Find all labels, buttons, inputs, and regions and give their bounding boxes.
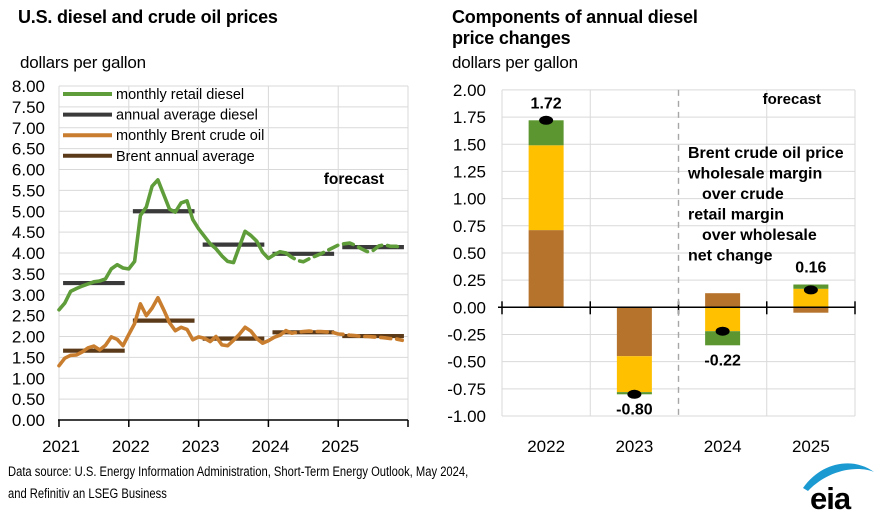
eia-logo-swoosh — [803, 463, 874, 491]
right-chart-title: Components of annual diesel price change… — [452, 7, 698, 49]
svg-text:2025: 2025 — [792, 437, 830, 456]
svg-text:2024: 2024 — [251, 437, 289, 456]
right-x-tick-labels: 2022 2023 2024 2025 — [527, 437, 830, 456]
svg-text:2022: 2022 — [112, 437, 150, 456]
legend-label: Brent annual average — [116, 149, 255, 165]
svg-text:3.00: 3.00 — [12, 286, 45, 305]
left-forecast-label: forecast — [324, 171, 384, 188]
left-line-chart: 0.00 0.50 1.00 1.502.00 2.50 3.00 3.50 4.00 4.50… — [12, 77, 409, 456]
net-change-dots — [539, 115, 818, 399]
svg-text:1.00: 1.00 — [12, 369, 45, 388]
svg-text:1.50: 1.50 — [453, 135, 486, 154]
left-chart-unit-label: dollars per gallon — [20, 53, 146, 72]
svg-text:2.50: 2.50 — [12, 307, 45, 326]
legend-line: retail margin — [688, 207, 784, 224]
series-monthly-retail-diesel — [57, 178, 405, 312]
eia-logo: eia — [803, 463, 874, 516]
svg-text:0.50: 0.50 — [453, 244, 486, 263]
left-x-tick-labels: 2021 2022 2023 2024 2025 — [42, 437, 359, 456]
right-chart-title-line1: Components of annual diesel — [452, 7, 698, 27]
right-stacked-bar-chart: 1.72 -0.80 -0.22 0.16 -1.00 -0.75 -0.50 -0.25 0.… — [447, 81, 856, 456]
svg-text:-0.75: -0.75 — [447, 380, 486, 399]
svg-text:1.50: 1.50 — [12, 348, 45, 367]
svg-text:-0.80: -0.80 — [616, 401, 653, 418]
svg-text:0.25: 0.25 — [453, 271, 486, 290]
svg-text:1.75: 1.75 — [453, 108, 486, 127]
right-legend: Brent crude oil price wholesale margin ove… — [687, 145, 844, 265]
data-source-line1: Data source: U.S. Energy Information Adm… — [8, 464, 469, 479]
left-gridlines — [58, 85, 409, 420]
legend-line: net change — [688, 248, 773, 265]
svg-text:2023: 2023 — [182, 437, 220, 456]
svg-text:1.72: 1.72 — [531, 95, 562, 112]
legend-label: monthly retail diesel — [116, 87, 244, 103]
left-y-tick-labels: 0.00 0.50 1.00 1.502.00 2.50 3.00 3.50 4.00 4.50… — [12, 77, 45, 430]
svg-text:4.00: 4.00 — [12, 244, 45, 263]
data-source-note: Data source: U.S. Energy Information Adm… — [8, 461, 468, 505]
svg-text:2021: 2021 — [42, 437, 80, 456]
svg-text:0.00: 0.00 — [12, 411, 45, 430]
eia-logo-text: eia — [810, 481, 852, 516]
svg-text:-0.25: -0.25 — [447, 325, 486, 344]
svg-text:6.50: 6.50 — [12, 140, 45, 159]
svg-text:5.00: 5.00 — [12, 202, 45, 221]
right-chart-unit-label: dollars per gallon — [452, 53, 578, 72]
series-monthly-Brent-crude-oil — [57, 295, 405, 368]
left-x-axis — [58, 419, 409, 427]
data-source-line2: and Refinitiv an LSEG Business — [8, 486, 167, 501]
left-chart-title: U.S. diesel and crude oil prices — [18, 7, 278, 27]
svg-text:1.25: 1.25 — [453, 162, 486, 181]
svg-text:2024: 2024 — [704, 437, 742, 456]
svg-text:3.50: 3.50 — [12, 265, 45, 284]
svg-text:-1.00: -1.00 — [447, 407, 486, 426]
svg-text:5.50: 5.50 — [12, 181, 45, 200]
svg-text:0.00: 0.00 — [453, 298, 486, 317]
svg-text:8.00: 8.00 — [12, 77, 45, 96]
bar-segment — [528, 145, 564, 231]
bar-segment — [705, 307, 741, 332]
right-zero-axis — [498, 301, 856, 315]
svg-text:1.00: 1.00 — [453, 190, 486, 209]
svg-text:6.00: 6.00 — [12, 161, 45, 180]
bar-segment — [793, 307, 829, 313]
svg-text:2023: 2023 — [615, 437, 653, 456]
right-chart-title-line2: price changes — [452, 28, 571, 48]
svg-text:2.00: 2.00 — [453, 81, 486, 100]
bar-segment — [705, 293, 741, 308]
series-annual-average-diesel — [63, 209, 404, 286]
right-y-tick-labels: -1.00 -0.75 -0.50 -0.25 0.00 0.25 0.50 0.75 1.00… — [447, 81, 486, 426]
legend-line: over crude — [702, 186, 784, 203]
left-legend: monthly retail diesel annual average dies… — [63, 87, 264, 165]
bar-segment — [793, 288, 829, 308]
bar-segment — [616, 356, 652, 393]
bar-segment — [528, 230, 564, 308]
svg-text:2.00: 2.00 — [12, 328, 45, 347]
legend-line: over wholesale — [702, 227, 817, 244]
net-change-labels: 1.72 -0.80 -0.22 0.16 — [531, 95, 827, 418]
svg-text:-0.22: -0.22 — [704, 352, 741, 369]
svg-text:0.16: 0.16 — [795, 260, 826, 277]
svg-text:2025: 2025 — [321, 437, 359, 456]
svg-text:0.50: 0.50 — [12, 390, 45, 409]
svg-text:4.50: 4.50 — [12, 223, 45, 242]
legend-line: wholesale margin — [687, 166, 822, 183]
svg-text:0.75: 0.75 — [453, 217, 486, 236]
svg-text:7.50: 7.50 — [12, 98, 45, 117]
bar-segment — [705, 331, 741, 346]
svg-text:2022: 2022 — [527, 437, 565, 456]
right-forecast-label: forecast — [763, 91, 821, 108]
bar-segment — [616, 307, 652, 357]
svg-text:-0.50: -0.50 — [447, 353, 486, 372]
legend-label: annual average diesel — [116, 108, 258, 124]
svg-text:7.00: 7.00 — [12, 119, 45, 138]
legend-label: monthly Brent crude oil — [116, 128, 264, 144]
legend-line: Brent crude oil price — [688, 145, 844, 162]
